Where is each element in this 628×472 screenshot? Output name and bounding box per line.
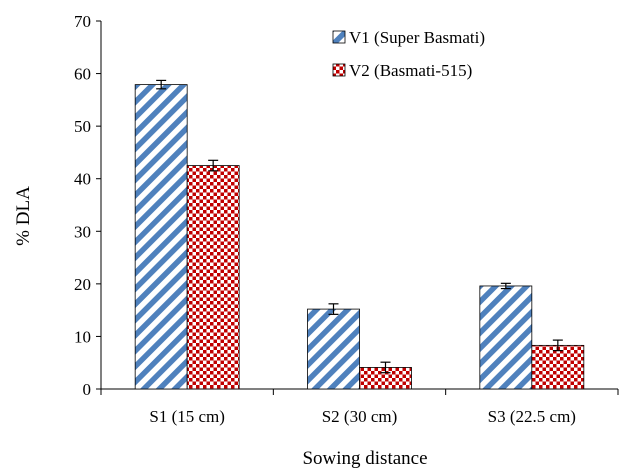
y-tick-label: 10 <box>74 327 91 346</box>
y-tick-label: 70 <box>74 12 91 31</box>
y-axis-ticks: 0 10 20 30 40 50 60 70 <box>74 12 101 399</box>
plot-area <box>100 21 618 390</box>
y-tick-label: 40 <box>74 170 91 189</box>
x-axis-title: Sowing distance <box>302 448 427 469</box>
y-tick-label: 20 <box>74 275 91 294</box>
x-axis-ticks: S1 (15 cm) S2 (30 cm) S3 (22.5 cm) <box>100 389 619 426</box>
legend-swatch-v2 <box>332 63 346 77</box>
error-bar <box>208 159 219 172</box>
error-bar <box>500 282 511 290</box>
bar-v1 <box>307 308 360 390</box>
error-bar <box>552 339 563 352</box>
bar-v2 <box>186 165 240 390</box>
x-tick-label: S3 (22.5 cm) <box>488 407 576 426</box>
legend-label-v1: V1 (Super Basmati) <box>349 28 485 47</box>
bar-v1 <box>479 285 533 390</box>
bar-v2 <box>531 344 585 390</box>
error-bar <box>156 79 167 90</box>
y-tick-label: 30 <box>74 222 91 241</box>
y-tick-label: 0 <box>83 380 92 399</box>
x-tick-label: S2 (30 cm) <box>322 407 398 426</box>
error-bar <box>328 303 339 315</box>
x-tick-label: S1 (15 cm) <box>149 407 225 426</box>
error-bar <box>380 361 391 374</box>
legend-swatch-v1 <box>332 30 346 44</box>
bar-v1 <box>134 84 188 390</box>
y-axis-title: % DLA <box>13 186 34 246</box>
y-tick-label: 50 <box>74 117 91 136</box>
y-tick-label: 60 <box>74 65 91 84</box>
legend: V1 (Super Basmati) V2 (Basmati-515) <box>332 28 485 80</box>
legend-label-v2: V2 (Basmati-515) <box>349 61 472 80</box>
